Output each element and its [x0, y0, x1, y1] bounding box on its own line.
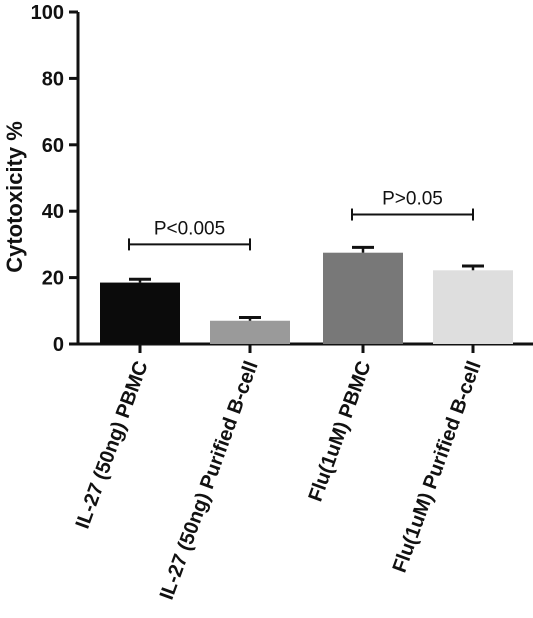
y-tick-label: 0: [53, 334, 64, 356]
bar: [100, 282, 180, 344]
x-tick-label: IL-27 (50ng) Purified B-cell: [156, 358, 263, 603]
y-axis: 0 20 40 60 80 100: [31, 2, 80, 356]
x-tick-label: Flu(1uM) Purified B-cell: [389, 358, 486, 575]
y-tick-label: 20: [42, 268, 64, 290]
y-tick-label: 40: [42, 201, 64, 223]
y-tick-label: 80: [42, 68, 64, 90]
significance-annotations: P<0.005 P>0.05: [128, 189, 474, 251]
bar: [210, 320, 290, 344]
y-tick-label: 60: [42, 135, 64, 157]
y-tick-label: 100: [31, 2, 64, 24]
bars: [100, 252, 513, 344]
y-axis-label: Cytotoxicity %: [2, 121, 27, 273]
x-tick-label: Flu(1uM) PBMC: [304, 358, 375, 504]
x-axis: [77, 342, 533, 353]
error-bars: [129, 245, 484, 321]
bar: [433, 270, 513, 344]
significance-label: P<0.005: [154, 218, 225, 239]
bar: [323, 252, 403, 344]
significance-label: P>0.05: [382, 189, 443, 210]
x-tick-label: IL-27 (50ng) PBMC: [72, 358, 153, 532]
x-tick-labels: IL-27 (50ng) PBMC IL-27 (50ng) Purified B…: [72, 358, 486, 603]
